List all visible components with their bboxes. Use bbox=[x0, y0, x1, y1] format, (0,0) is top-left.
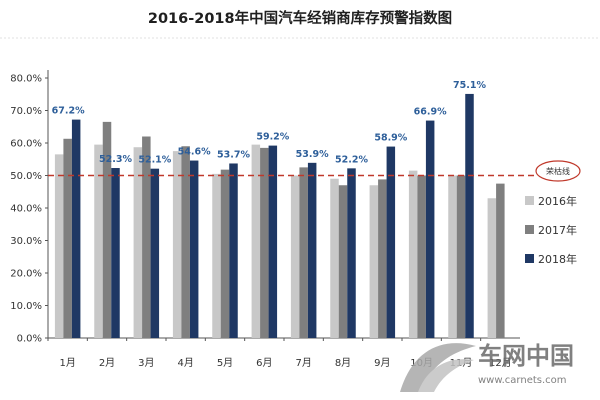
x-tick-label: 5月 bbox=[217, 357, 233, 369]
bar-2017年 bbox=[338, 185, 348, 338]
x-tick-label: 2月 bbox=[99, 357, 115, 369]
watermark-url: www.carnets.com bbox=[478, 375, 567, 386]
watermark-logo-icon bbox=[400, 343, 476, 392]
data-label: 58.9% bbox=[374, 133, 407, 144]
bar-2016年 bbox=[251, 144, 261, 338]
x-tick-label: 12月 bbox=[489, 357, 512, 369]
bar-2016年 bbox=[408, 170, 418, 338]
y-tick-label: 70.0% bbox=[10, 106, 42, 117]
bar-2018年 bbox=[347, 168, 356, 338]
chart-title: 2016-2018年中国汽车经销商库存预警指数图 bbox=[148, 9, 452, 27]
y-tick-label: 30.0% bbox=[10, 236, 42, 247]
data-label: 54.6% bbox=[178, 147, 211, 158]
bar-2017年 bbox=[102, 121, 112, 338]
bar-2016年 bbox=[330, 178, 339, 338]
bar-2016年 bbox=[172, 151, 182, 338]
y-tick-label: 50.0% bbox=[10, 171, 42, 182]
legend-swatch bbox=[525, 254, 534, 263]
bar-2018年 bbox=[111, 168, 120, 338]
bar-2016年 bbox=[212, 173, 221, 338]
bar-2017年 bbox=[220, 169, 230, 338]
bar-2017年 bbox=[299, 167, 308, 338]
data-label: 53.7% bbox=[217, 149, 250, 160]
x-tick-label: 9月 bbox=[374, 357, 390, 369]
bar-2016年 bbox=[448, 175, 457, 338]
bar-2018年 bbox=[229, 163, 238, 338]
legend-label: 2017年 bbox=[538, 223, 577, 237]
data-label: 67.2% bbox=[52, 106, 85, 117]
legend-label: 2018年 bbox=[538, 252, 577, 266]
reference-label-ellipse bbox=[535, 160, 581, 182]
bar-2016年 bbox=[290, 175, 300, 338]
bar-2017年 bbox=[260, 147, 269, 338]
x-tick-label: 4月 bbox=[177, 357, 193, 369]
bar-2018年 bbox=[268, 145, 278, 338]
legend-swatch bbox=[525, 225, 534, 234]
bar-2016年 bbox=[133, 147, 143, 338]
bar-2018年 bbox=[307, 162, 317, 338]
bar-2017年 bbox=[142, 136, 151, 338]
data-label: 75.1% bbox=[453, 80, 486, 91]
y-tick-label: 10.0% bbox=[10, 301, 42, 312]
data-label: 66.9% bbox=[414, 107, 447, 118]
y-tick-label: 60.0% bbox=[10, 139, 42, 150]
bar-2018年 bbox=[386, 146, 396, 338]
bar-2017年 bbox=[417, 175, 426, 338]
data-label: 52.1% bbox=[138, 155, 171, 166]
y-tick-label: 80.0% bbox=[10, 74, 42, 85]
legend-label: 2016年 bbox=[538, 194, 577, 208]
bar-2017年 bbox=[181, 146, 190, 338]
data-label: 52.3% bbox=[99, 154, 132, 165]
data-label: 59.2% bbox=[256, 132, 289, 143]
bar-2018年 bbox=[150, 168, 160, 338]
reference-annotation: 荣枯线 bbox=[535, 160, 581, 182]
watermark: 车网中国 www.carnets.com bbox=[400, 342, 574, 392]
x-tick-label: 6月 bbox=[256, 357, 272, 369]
bar-2016年 bbox=[54, 154, 64, 338]
bar-2018年 bbox=[425, 120, 435, 338]
bar-2017年 bbox=[456, 175, 466, 338]
data-label: 53.9% bbox=[296, 149, 329, 160]
bar-2018年 bbox=[465, 93, 474, 338]
y-tick-label: 20.0% bbox=[10, 269, 42, 280]
x-tick-label: 8月 bbox=[335, 357, 351, 369]
bar-2016年 bbox=[369, 185, 379, 338]
data-label: 52.2% bbox=[335, 154, 368, 165]
plot-area: 0.0% 10.0% 20.0% 30.0% 40.0% 50.0% 60.0% 70.0% 8… bbox=[10, 70, 536, 369]
y-tick-label: 0.0% bbox=[17, 334, 42, 345]
y-tick-label: 40.0% bbox=[10, 204, 42, 215]
bar-2017年 bbox=[63, 138, 72, 338]
bar-2017年 bbox=[496, 183, 505, 338]
x-tick-label: 1月 bbox=[59, 357, 75, 369]
watermark-text: 车网中国 bbox=[478, 342, 574, 370]
legend-swatch bbox=[525, 196, 534, 205]
bar-2016年 bbox=[94, 144, 103, 338]
bar-2018年 bbox=[71, 119, 81, 338]
reference-label: 荣枯线 bbox=[546, 166, 570, 176]
bar-2018年 bbox=[189, 160, 199, 338]
x-tick-label: 7月 bbox=[295, 357, 311, 369]
bar-2017年 bbox=[378, 179, 387, 338]
x-tick-label: 3月 bbox=[138, 357, 154, 369]
legend: 2016年 2017年 2018年 bbox=[525, 194, 577, 266]
bar-2016年 bbox=[487, 198, 497, 338]
